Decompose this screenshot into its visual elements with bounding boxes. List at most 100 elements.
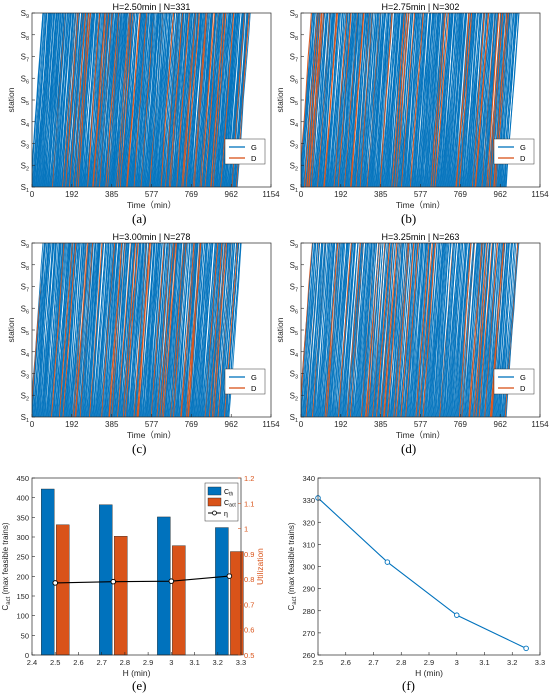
- train-line-G: [382, 243, 396, 417]
- train-line-G: [207, 243, 222, 417]
- y-tick-label: 310: [302, 540, 315, 549]
- train-line-G: [416, 13, 431, 187]
- train-line-G: [97, 13, 111, 187]
- train-line-G: [364, 13, 379, 187]
- y-tick-subscript: 3: [295, 145, 298, 151]
- train-line-G: [430, 243, 445, 417]
- train-line-G: [402, 243, 416, 417]
- train-line-G: [327, 13, 341, 187]
- train-line-D: [182, 13, 197, 187]
- y-tick-label: 330: [302, 496, 315, 505]
- train-line-G: [81, 243, 96, 417]
- train-line-G: [438, 243, 452, 417]
- y-tick-subscript: 4: [26, 123, 29, 129]
- train-line-G: [316, 13, 330, 187]
- train-line-G: [145, 13, 160, 187]
- legend-label-G: G: [251, 143, 257, 152]
- train-line-D: [456, 13, 470, 187]
- train-line-G: [98, 243, 112, 417]
- train-line-G: [417, 243, 431, 417]
- y-tick-label: S9: [290, 9, 298, 20]
- y-tick-subscript: 3: [26, 145, 29, 151]
- train-line-D: [367, 243, 382, 417]
- train-line-D: [401, 13, 416, 187]
- x-tick-label: 2.5: [313, 658, 323, 667]
- train-line-G: [113, 13, 127, 187]
- train-line-G: [155, 13, 169, 187]
- train-line-G: [403, 243, 418, 417]
- train-line-G: [146, 243, 161, 417]
- train-line-G: [102, 13, 117, 187]
- y-tick-subscript: 1: [26, 418, 29, 424]
- train-line-G: [314, 243, 329, 417]
- train-line-G: [447, 13, 462, 187]
- y-tick-label: S2: [21, 161, 29, 172]
- train-line-D: [87, 13, 101, 187]
- train-line-G: [364, 243, 378, 417]
- y2-tick-label: 1.2: [244, 474, 254, 483]
- y-tick-subscript: 4: [295, 123, 298, 129]
- train-line-G: [182, 243, 197, 417]
- legend-label: η: [224, 511, 228, 518]
- x-tick-label: 192: [65, 420, 79, 429]
- train-line-G: [127, 243, 142, 417]
- train-line-G: [212, 13, 226, 187]
- train-line-G: [55, 13, 70, 187]
- train-line-G: [441, 243, 456, 417]
- y-tick-label: 300: [16, 533, 29, 542]
- train-line-G: [374, 13, 388, 187]
- y-tick-label: S3: [21, 140, 29, 151]
- y-label-subscript: act: [6, 596, 12, 604]
- train-line-D: [180, 243, 195, 417]
- train-line-G: [453, 13, 467, 187]
- train-line-G: [135, 243, 149, 417]
- train-line-G: [482, 243, 497, 417]
- train-line-G: [406, 13, 421, 187]
- train-line-G: [394, 13, 409, 187]
- x-tick-label: 385: [374, 190, 388, 199]
- train-line-G: [166, 13, 180, 187]
- train-line-G: [322, 243, 336, 417]
- train-line-G: [346, 13, 360, 187]
- train-line-G: [152, 243, 166, 417]
- train-line-G: [86, 243, 100, 417]
- train-line-G: [342, 243, 356, 417]
- y-tick-label: S4: [290, 348, 298, 359]
- train-line-G: [413, 243, 427, 417]
- train-line-D: [101, 243, 116, 417]
- panel-label-f: (f): [402, 678, 415, 693]
- train-line-G: [444, 13, 458, 187]
- eta-point: [168, 578, 175, 584]
- train-line-G: [452, 13, 467, 187]
- y2-tick-label: 0.9: [244, 550, 254, 559]
- y-tick-label: S6: [290, 74, 298, 85]
- train-line-G: [412, 13, 427, 187]
- train-lines: [32, 13, 251, 187]
- train-line-G: [466, 243, 481, 417]
- train-line-G: [312, 243, 327, 417]
- train-line-G: [421, 13, 435, 187]
- train-line-G: [437, 13, 451, 187]
- train-line-G: [372, 13, 387, 187]
- x-tick-label: 192: [334, 420, 348, 429]
- train-line-G: [410, 243, 425, 417]
- train-line-G: [427, 13, 442, 187]
- train-line-G: [147, 243, 162, 417]
- train-line-G: [407, 13, 422, 187]
- train-line-D: [119, 13, 134, 187]
- train-line-G: [69, 243, 83, 417]
- train-line-G: [166, 243, 181, 417]
- train-line-G: [481, 243, 495, 417]
- x-tick-label: 2.6: [341, 658, 351, 667]
- train-line-G: [174, 13, 189, 187]
- train-line-D: [176, 13, 190, 187]
- train-line-G: [453, 243, 467, 417]
- x-axis-label: Time（min）: [396, 430, 445, 440]
- y-tick-label: S7: [21, 283, 29, 294]
- train-line-G: [97, 243, 112, 417]
- y-tick-subscript: 5: [295, 101, 298, 107]
- train-line-G: [91, 243, 105, 417]
- train-line-G: [326, 13, 340, 187]
- x-tick-label: 962: [225, 420, 239, 429]
- train-line-G: [144, 243, 159, 417]
